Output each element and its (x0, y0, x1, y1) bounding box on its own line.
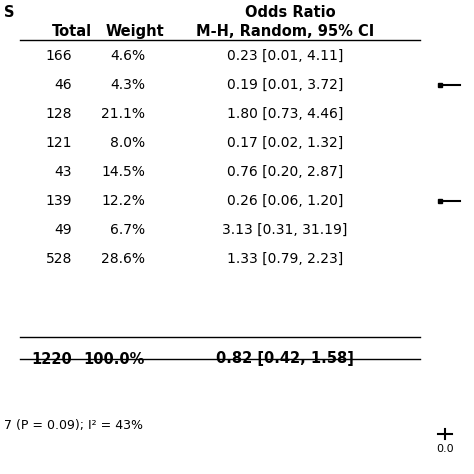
Text: 3.13 [0.31, 31.19]: 3.13 [0.31, 31.19] (222, 223, 348, 237)
Text: S: S (4, 4, 15, 19)
Text: 43: 43 (55, 165, 72, 179)
Text: 8.0%: 8.0% (110, 136, 145, 150)
Text: 166: 166 (46, 49, 72, 63)
Text: 12.2%: 12.2% (101, 194, 145, 208)
Text: 100.0%: 100.0% (83, 352, 145, 366)
Text: 0.19 [0.01, 3.72]: 0.19 [0.01, 3.72] (227, 78, 343, 92)
Text: 14.5%: 14.5% (101, 165, 145, 179)
Text: 0.0: 0.0 (436, 444, 454, 454)
Text: 6.7%: 6.7% (110, 223, 145, 237)
Text: 1220: 1220 (31, 352, 72, 366)
Text: 7 (P = 0.09); I² = 43%: 7 (P = 0.09); I² = 43% (4, 419, 143, 432)
Text: 121: 121 (46, 136, 72, 150)
Text: 0.26 [0.06, 1.20]: 0.26 [0.06, 1.20] (227, 194, 343, 208)
Text: 128: 128 (46, 107, 72, 121)
Text: 21.1%: 21.1% (101, 107, 145, 121)
Text: 4.6%: 4.6% (110, 49, 145, 63)
Text: 0.82 [0.42, 1.58]: 0.82 [0.42, 1.58] (216, 352, 354, 366)
Text: 139: 139 (46, 194, 72, 208)
Text: Odds Ratio: Odds Ratio (245, 4, 335, 19)
Text: 28.6%: 28.6% (101, 252, 145, 266)
Text: M-H, Random, 95% CI: M-H, Random, 95% CI (196, 24, 374, 38)
Text: 0.23 [0.01, 4.11]: 0.23 [0.01, 4.11] (227, 49, 343, 63)
Text: 49: 49 (55, 223, 72, 237)
Text: 0.17 [0.02, 1.32]: 0.17 [0.02, 1.32] (227, 136, 343, 150)
Text: Weight: Weight (106, 24, 164, 38)
Text: 46: 46 (55, 78, 72, 92)
Text: 528: 528 (46, 252, 72, 266)
Text: 4.3%: 4.3% (110, 78, 145, 92)
Text: Total: Total (52, 24, 92, 38)
Text: 1.80 [0.73, 4.46]: 1.80 [0.73, 4.46] (227, 107, 343, 121)
Text: 0.76 [0.20, 2.87]: 0.76 [0.20, 2.87] (227, 165, 343, 179)
Text: 1.33 [0.79, 2.23]: 1.33 [0.79, 2.23] (227, 252, 343, 266)
